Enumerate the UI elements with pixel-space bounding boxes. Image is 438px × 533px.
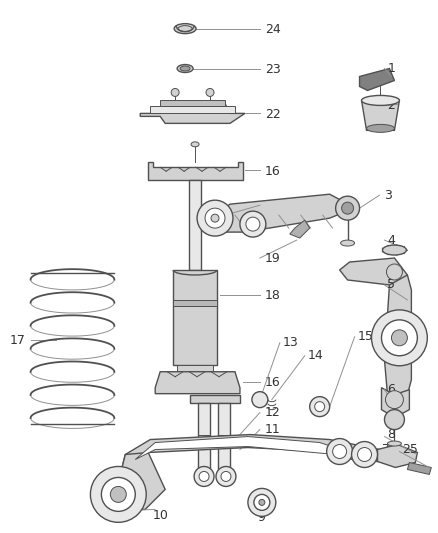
Circle shape — [259, 499, 265, 505]
Polygon shape — [210, 194, 345, 232]
Text: 23: 23 — [265, 63, 281, 76]
Circle shape — [336, 196, 360, 220]
Text: 16: 16 — [265, 376, 281, 389]
Text: 3: 3 — [385, 189, 392, 201]
Circle shape — [385, 410, 404, 430]
Text: 17: 17 — [10, 334, 25, 348]
Text: 9: 9 — [257, 511, 265, 524]
Text: 1: 1 — [388, 62, 396, 75]
Bar — [173, 270, 217, 365]
Bar — [198, 402, 210, 471]
Text: 16: 16 — [265, 165, 281, 177]
Text: 10: 10 — [152, 509, 168, 522]
Text: 13: 13 — [283, 336, 299, 349]
Polygon shape — [360, 69, 395, 91]
Circle shape — [314, 402, 325, 411]
Circle shape — [252, 392, 268, 408]
Polygon shape — [100, 453, 165, 510]
Polygon shape — [407, 463, 431, 474]
Polygon shape — [155, 372, 240, 394]
Circle shape — [211, 214, 219, 222]
Circle shape — [327, 439, 353, 464]
Circle shape — [171, 88, 179, 96]
Circle shape — [342, 202, 353, 214]
Ellipse shape — [191, 142, 199, 147]
Ellipse shape — [178, 26, 192, 31]
Text: 22: 22 — [265, 108, 281, 121]
Circle shape — [352, 441, 378, 467]
Text: 5: 5 — [388, 278, 396, 292]
Circle shape — [240, 211, 266, 237]
Text: 15: 15 — [357, 330, 374, 343]
Circle shape — [385, 391, 403, 409]
Circle shape — [392, 330, 407, 346]
Polygon shape — [150, 107, 235, 114]
Circle shape — [357, 448, 371, 462]
Ellipse shape — [177, 64, 193, 72]
Ellipse shape — [382, 245, 406, 255]
Text: 25: 25 — [403, 443, 418, 456]
Polygon shape — [290, 220, 310, 238]
Polygon shape — [122, 434, 379, 466]
Circle shape — [310, 397, 330, 417]
Polygon shape — [135, 437, 348, 459]
Circle shape — [90, 466, 146, 522]
Ellipse shape — [174, 23, 196, 34]
Text: 24: 24 — [265, 23, 281, 36]
Ellipse shape — [341, 240, 355, 246]
Circle shape — [206, 88, 214, 96]
Text: 6: 6 — [388, 383, 396, 396]
Circle shape — [216, 466, 236, 487]
Text: 11: 11 — [265, 423, 281, 436]
Bar — [189, 180, 201, 270]
Ellipse shape — [361, 95, 399, 106]
Bar — [177, 365, 213, 373]
Text: 19: 19 — [265, 252, 281, 264]
Text: 18: 18 — [265, 289, 281, 302]
Circle shape — [381, 320, 417, 356]
Text: 7: 7 — [382, 443, 391, 456]
Polygon shape — [385, 275, 411, 398]
Bar — [218, 402, 230, 471]
Circle shape — [194, 466, 214, 487]
Polygon shape — [378, 445, 417, 467]
Circle shape — [332, 445, 346, 458]
Circle shape — [371, 310, 427, 366]
Polygon shape — [339, 258, 407, 288]
Circle shape — [205, 208, 225, 228]
Polygon shape — [381, 387, 410, 417]
Circle shape — [197, 200, 233, 236]
Circle shape — [110, 487, 126, 503]
Ellipse shape — [388, 441, 401, 446]
Text: 8: 8 — [388, 428, 396, 441]
Polygon shape — [148, 162, 243, 180]
Circle shape — [386, 264, 403, 280]
Circle shape — [248, 488, 276, 516]
Text: 12: 12 — [265, 406, 281, 419]
Polygon shape — [190, 394, 240, 402]
Ellipse shape — [367, 124, 395, 132]
Polygon shape — [361, 100, 399, 131]
Ellipse shape — [180, 66, 190, 71]
Polygon shape — [160, 100, 225, 107]
Text: 2: 2 — [388, 99, 396, 112]
Text: 4: 4 — [388, 233, 396, 247]
Circle shape — [199, 472, 209, 481]
Text: 14: 14 — [308, 349, 324, 362]
Circle shape — [254, 495, 270, 511]
Circle shape — [221, 472, 231, 481]
Bar — [173, 300, 217, 306]
Text: 21: 21 — [265, 199, 281, 212]
Text: 20: 20 — [265, 216, 281, 229]
Circle shape — [101, 478, 135, 511]
Circle shape — [246, 217, 260, 231]
Polygon shape — [140, 103, 245, 123]
